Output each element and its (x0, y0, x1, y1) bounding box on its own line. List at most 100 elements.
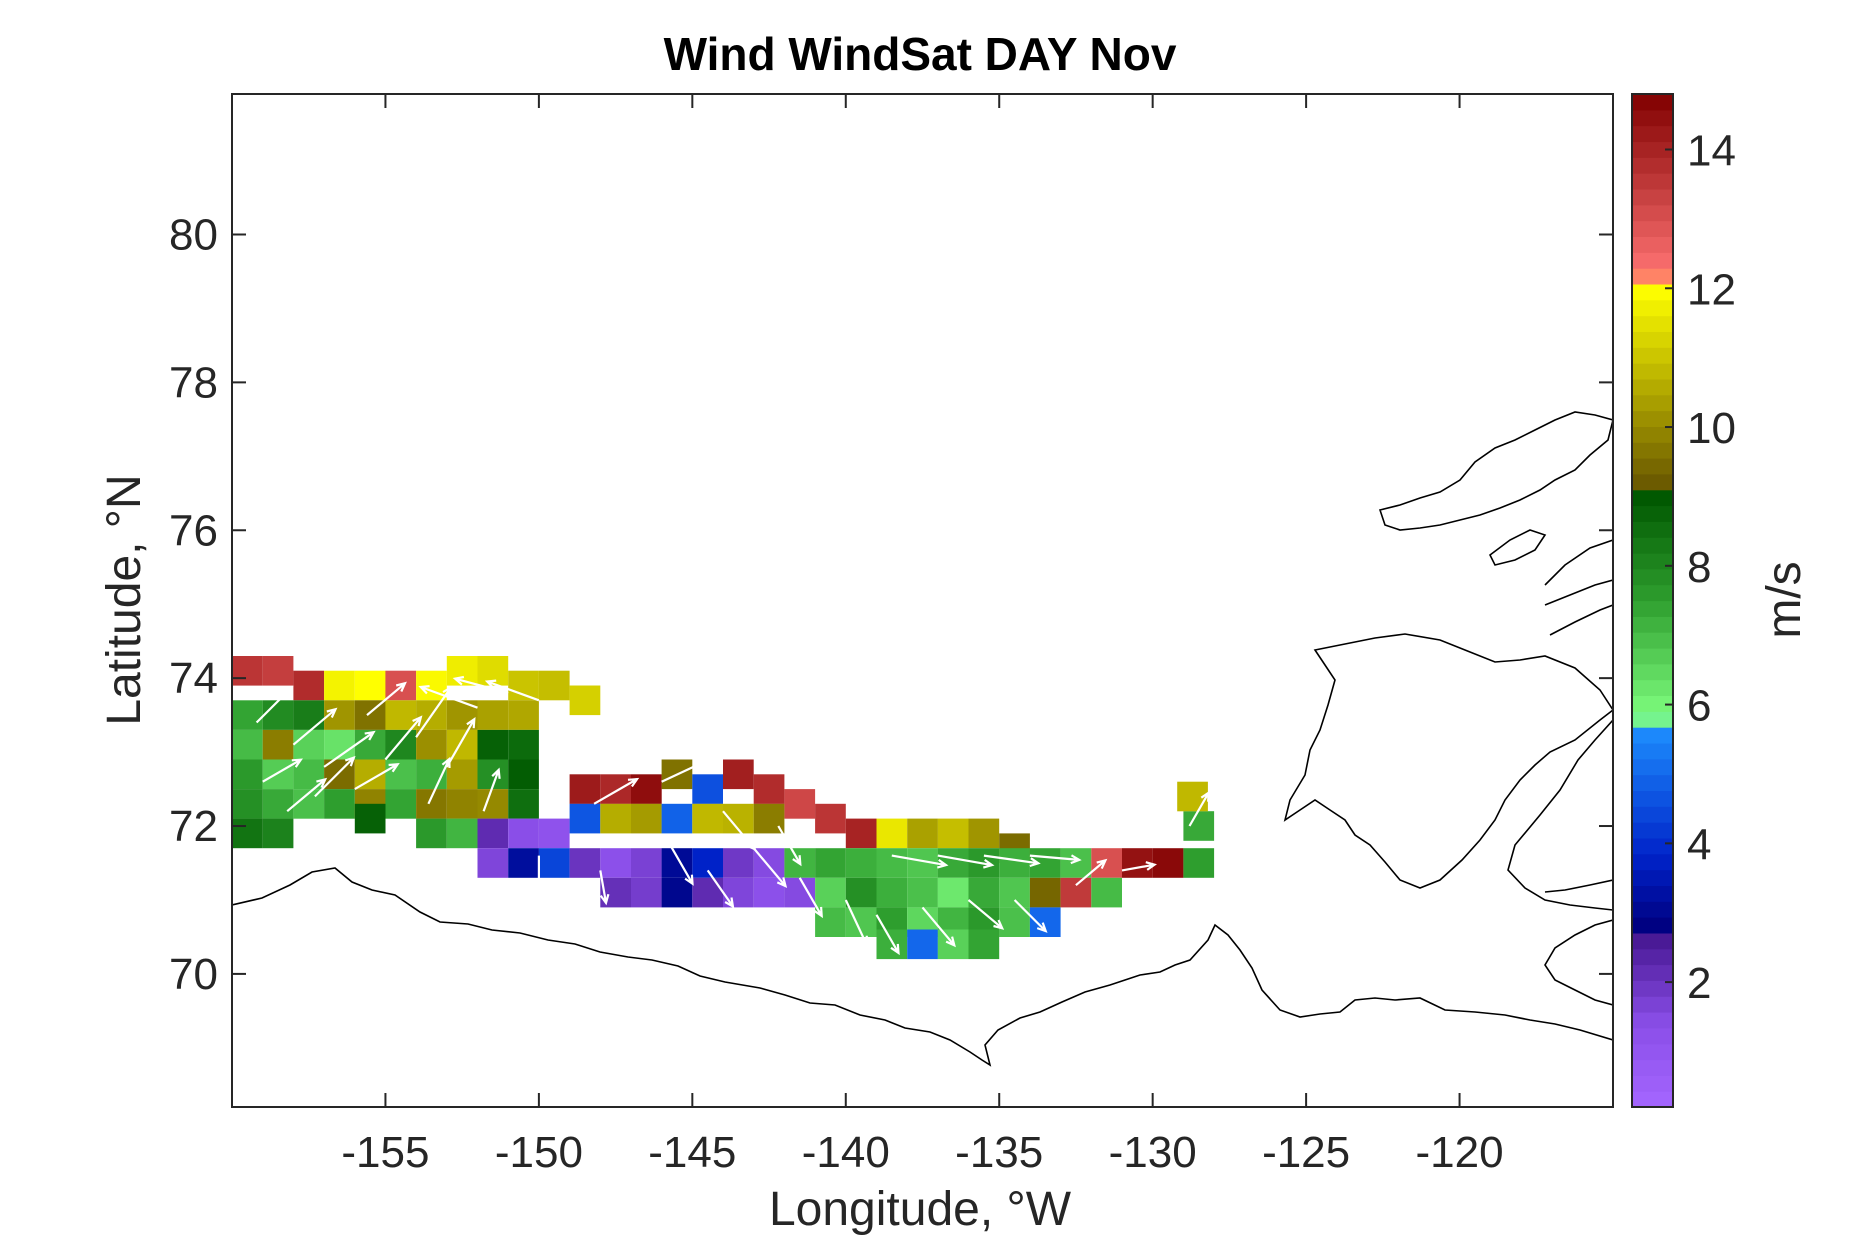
wind-vector-arrow (445, 717, 476, 768)
colorbar-segment (1632, 695, 1673, 712)
colorbar-segment (1632, 521, 1673, 538)
colorbar-segment (1632, 1043, 1673, 1061)
colorbar-segment (1632, 283, 1673, 301)
wind-vector-arrow (798, 877, 823, 919)
wind-speed-cell (232, 700, 263, 730)
colorbar-segment (1632, 616, 1673, 633)
y-axis: 70 72 74 76 78 80 (169, 210, 1613, 999)
wind-vector-arrow (314, 755, 356, 798)
colorbar-segment (1632, 489, 1673, 507)
wind-vector-arrow (534, 855, 544, 892)
wind-speed-cell (262, 656, 294, 686)
x-tick-label: -125 (1262, 1128, 1350, 1177)
colorbar-segment (1632, 442, 1673, 459)
wind-vector-arrow (482, 767, 501, 812)
y-tick-label: 76 (169, 506, 218, 555)
wind-vector-arrow (427, 756, 451, 805)
wind-speed-cell (876, 877, 908, 908)
wind-vector-arrow (366, 681, 407, 716)
wind-speed-cell (999, 848, 1030, 878)
colorbar-segment (1632, 553, 1673, 570)
colorbar-segment (1632, 996, 1673, 1013)
melville-coastline (1544, 539, 1613, 636)
wind-speed-cell (1091, 877, 1122, 908)
colorbar-segment (1632, 141, 1673, 158)
wind-speed-cell (845, 848, 877, 878)
wind-speed-cell (324, 789, 355, 819)
wind-vector-arrow (752, 847, 788, 889)
colorbar-segment (1632, 711, 1673, 728)
colorbar-frame (1631, 93, 1674, 1108)
wind-speed-cell (416, 818, 447, 849)
colorbar-segment (1632, 189, 1673, 206)
colorbar-segment (1632, 410, 1673, 427)
colorbar-segment (1632, 679, 1673, 696)
y-tick-label: 78 (169, 358, 218, 407)
x-tick-label: -150 (495, 1128, 583, 1177)
colorbar-segment (1632, 853, 1673, 871)
wind-speed-cell (262, 729, 294, 760)
wind-speed-cell (631, 877, 662, 908)
x-tick-label: -155 (341, 1128, 429, 1177)
colorbar-segment (1632, 774, 1673, 791)
y-tick-label: 70 (169, 950, 218, 999)
x-axis-label: Longitude, °W (769, 1183, 1072, 1236)
colorbar-segment (1632, 394, 1673, 412)
colorbar-segment (1632, 299, 1673, 317)
wind-speed-cell (477, 789, 509, 819)
wind-speed-cell (661, 803, 693, 834)
wind-vector-arrow (452, 675, 509, 694)
coastline (232, 411, 1613, 1067)
colorbar-segment (1632, 347, 1673, 364)
wind-speed-cell (1029, 877, 1061, 908)
y-tick-label: 74 (169, 654, 218, 703)
colorbar-segment (1632, 1075, 1673, 1092)
wind-vector-arrow (875, 914, 900, 956)
colorbar-segment (1632, 837, 1673, 855)
colorbar-tick-label: 10 (1687, 404, 1736, 453)
wind-speed-cell (907, 929, 938, 960)
wind-vector-arrow (255, 685, 294, 724)
colorbar-segment (1632, 426, 1673, 443)
wind-speed-cell (232, 789, 263, 819)
wind-speed-cell (446, 818, 478, 849)
colorbar-segment (1632, 94, 1673, 111)
wind-vector-arrow (1013, 899, 1048, 933)
wind-vector-arrow (983, 854, 1041, 868)
wind-speed-cell (569, 803, 601, 834)
wind-speed-cell (508, 700, 539, 730)
wind-speed-cell (538, 818, 570, 849)
colorbar-segment (1632, 1091, 1673, 1108)
wind-speed-cell (631, 803, 662, 834)
colorbar-segment (1632, 378, 1673, 396)
colorbar-segment (1632, 727, 1673, 744)
wind-vector-arrow (777, 825, 802, 867)
wind-speed-cell (262, 700, 294, 730)
wind-speed-cell (845, 818, 877, 849)
wind-speed-cell (876, 848, 908, 878)
wind-vector-arrow (921, 906, 956, 948)
wind-vector-arrow (967, 899, 1005, 930)
colorbar-segment (1632, 1027, 1673, 1045)
wind-speed-cell (968, 929, 1000, 960)
wind-speed-cell (232, 759, 263, 790)
wind-speed-cell (232, 656, 263, 686)
colorbar-segment (1632, 537, 1673, 554)
wind-speed-cell (723, 848, 754, 878)
wind-speed-cell (753, 877, 785, 908)
wind-speed-cell (569, 774, 601, 804)
plot-frame (231, 93, 1614, 1108)
wind-speed-cell (692, 877, 723, 908)
colorbar-segment (1632, 505, 1673, 522)
wind-speed-cell (385, 700, 417, 730)
wind-speed-cell (538, 848, 570, 878)
wind-speed-cell (692, 774, 723, 804)
colorbar-segment (1632, 806, 1673, 823)
wind-speed-cell (262, 818, 294, 849)
prince-patrick-coastline (1378, 411, 1613, 531)
colorbar-segment (1632, 885, 1673, 902)
wind-speed-cell (232, 818, 263, 849)
wind-speed-cell (999, 907, 1030, 937)
wind-speed-cell (477, 729, 509, 760)
wind-speed-cell (324, 670, 355, 701)
